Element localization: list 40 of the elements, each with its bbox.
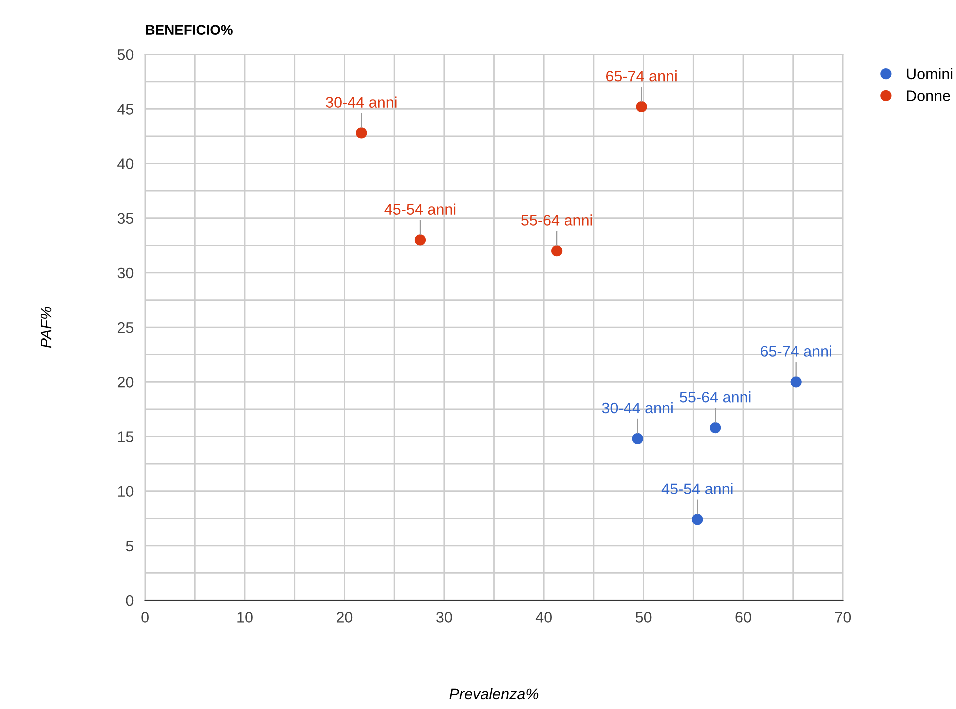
point: [414, 234, 426, 246]
y-tick-label: 25: [118, 322, 134, 334]
annotation: 55-64 anni: [680, 392, 751, 403]
y-tick-label: 5: [126, 540, 134, 552]
x-tick-label: 50: [636, 612, 652, 623]
annotation: 65-74 anni: [606, 70, 677, 82]
point: [636, 101, 648, 113]
annotation: 65-74 anni: [761, 346, 832, 357]
point: [790, 376, 802, 388]
x-tick-label: 30: [436, 612, 452, 623]
y-tick-label: 20: [118, 377, 134, 388]
x-tick-label: 0: [142, 612, 149, 623]
y-tick-label: 0: [126, 595, 134, 606]
y-tick-label: 15: [118, 432, 134, 442]
y-axis-title: PAF%: [40, 307, 52, 348]
point: [632, 433, 644, 444]
legend-label: Uomini: [907, 68, 953, 80]
y-tick-label: 50: [118, 49, 134, 60]
x-tick-label: 40: [536, 612, 552, 623]
y-tick-label: 45: [118, 104, 134, 115]
annotation: 45-54 anni: [662, 483, 733, 494]
annotation: 55-64 anni: [522, 214, 592, 226]
x-tick-label: 10: [238, 612, 253, 623]
y-tick-label: 10: [118, 486, 134, 498]
point: [710, 422, 722, 434]
annotation: 30-44 anni: [326, 96, 397, 108]
y-tick-label: 30: [118, 268, 134, 279]
annotation: 30-44 anni: [602, 402, 673, 414]
annotation: 45-54 anni: [384, 204, 456, 215]
x-tick-label: 60: [736, 612, 752, 623]
y-tick-label: 40: [118, 158, 134, 170]
point: [692, 514, 704, 526]
point: [356, 128, 368, 139]
point: [552, 246, 563, 257]
x-tick-label: 20: [336, 612, 353, 623]
legend-label: Donne: [907, 90, 950, 102]
chart-title: BENEFICIO%: [146, 25, 233, 36]
x-tick-label: 70: [835, 612, 852, 623]
y-tick-label: 35: [118, 213, 134, 224]
x-axis-title: Prevalenza%: [450, 688, 539, 700]
